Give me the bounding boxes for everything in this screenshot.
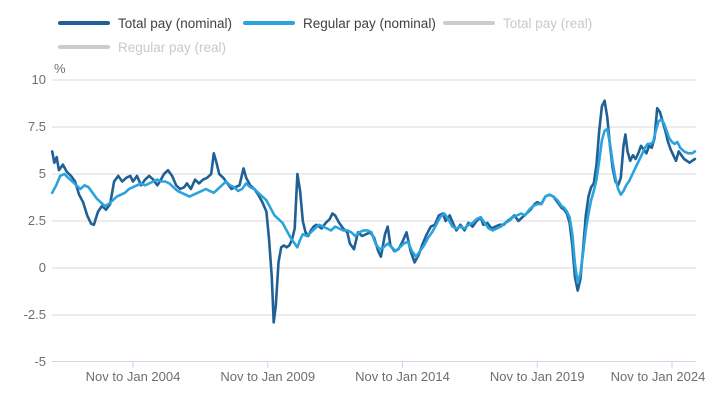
legend-item-total-pay-real[interactable]: Total pay (real) xyxy=(443,14,592,32)
x-axis-label: Nov to Jan 2019 xyxy=(489,369,585,384)
legend-item-label: Total pay (real) xyxy=(503,15,593,31)
y-axis-label: 0 xyxy=(38,260,46,275)
x-axis-label: Nov to Jan 2014 xyxy=(355,369,450,384)
y-axis-label: 2.5 xyxy=(27,213,46,228)
legend-line-swatch xyxy=(58,45,110,49)
y-axis-label: 10 xyxy=(31,72,46,87)
legend-item-regular-pay-nominal[interactable]: Regular pay (nominal) xyxy=(243,14,436,32)
x-axis-label: Nov to Jan 2024 xyxy=(610,369,706,384)
legend-item-total-pay-nominal[interactable]: Total pay (nominal) xyxy=(58,14,232,32)
legend-item-label: Total pay (nominal) xyxy=(118,15,233,31)
legend-line-swatch xyxy=(243,21,295,25)
y-axis-label: 5 xyxy=(38,166,46,181)
y-axis-label: -2.5 xyxy=(23,307,46,322)
y-axis-label: 7.5 xyxy=(27,119,46,134)
series-line-total-pay-nominal[interactable] xyxy=(50,99,697,324)
legend-item-label: Regular pay (nominal) xyxy=(303,15,436,31)
x-axis-label: Nov to Jan 2009 xyxy=(220,369,316,384)
legend-line-swatch xyxy=(443,21,495,25)
x-axis-label: Nov to Jan 2004 xyxy=(85,369,181,384)
legend-line-swatch xyxy=(58,21,110,25)
y-axis-unit-label: % xyxy=(54,61,66,76)
y-axis-label: -5 xyxy=(34,354,46,369)
series-line-regular-pay-nominal[interactable] xyxy=(50,118,697,285)
legend-item-regular-pay-real[interactable]: Regular pay (real) xyxy=(58,38,226,56)
legend-item-label: Regular pay (real) xyxy=(118,39,227,55)
